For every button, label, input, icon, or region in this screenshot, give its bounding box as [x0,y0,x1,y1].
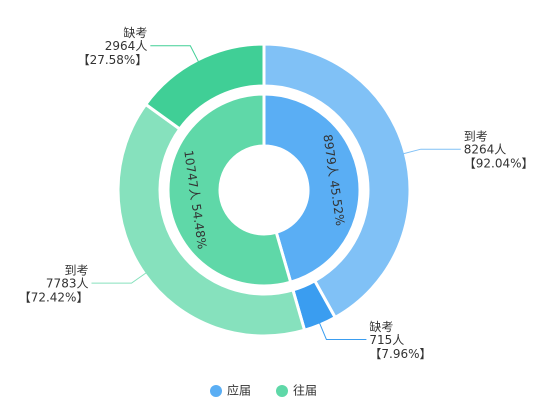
slice-value: 8264人 [464,143,507,157]
slice-percent: 【92.04%】 [464,157,534,171]
slice-category: 到考 [464,130,488,144]
leader-line [150,45,201,66]
slice-value: 7783人 [46,277,89,291]
leader-line [399,148,461,156]
slice-value: 2964人 [105,39,148,53]
slice-category: 到考 [64,264,88,278]
outer-slice [116,102,307,338]
slice-category: 缺考 [369,319,393,334]
slice-percent: 【27.58%】 [78,53,148,67]
slice-category: 缺考 [123,25,147,40]
leader-line [317,319,367,340]
leader-line [91,270,150,284]
outer-slice [262,42,412,320]
legend-marker [210,385,222,397]
legend-label: 往届 [293,383,317,398]
legend-marker [276,385,288,397]
legend-label: 应届 [227,383,251,398]
inner-slice [166,92,293,288]
inner-slice [262,92,362,285]
outer-slice [143,42,266,132]
slice-percent: 【7.96%】 [369,347,431,361]
slice-percent: 【72.42%】 [19,291,89,305]
slice-value: 715人 [369,333,404,347]
